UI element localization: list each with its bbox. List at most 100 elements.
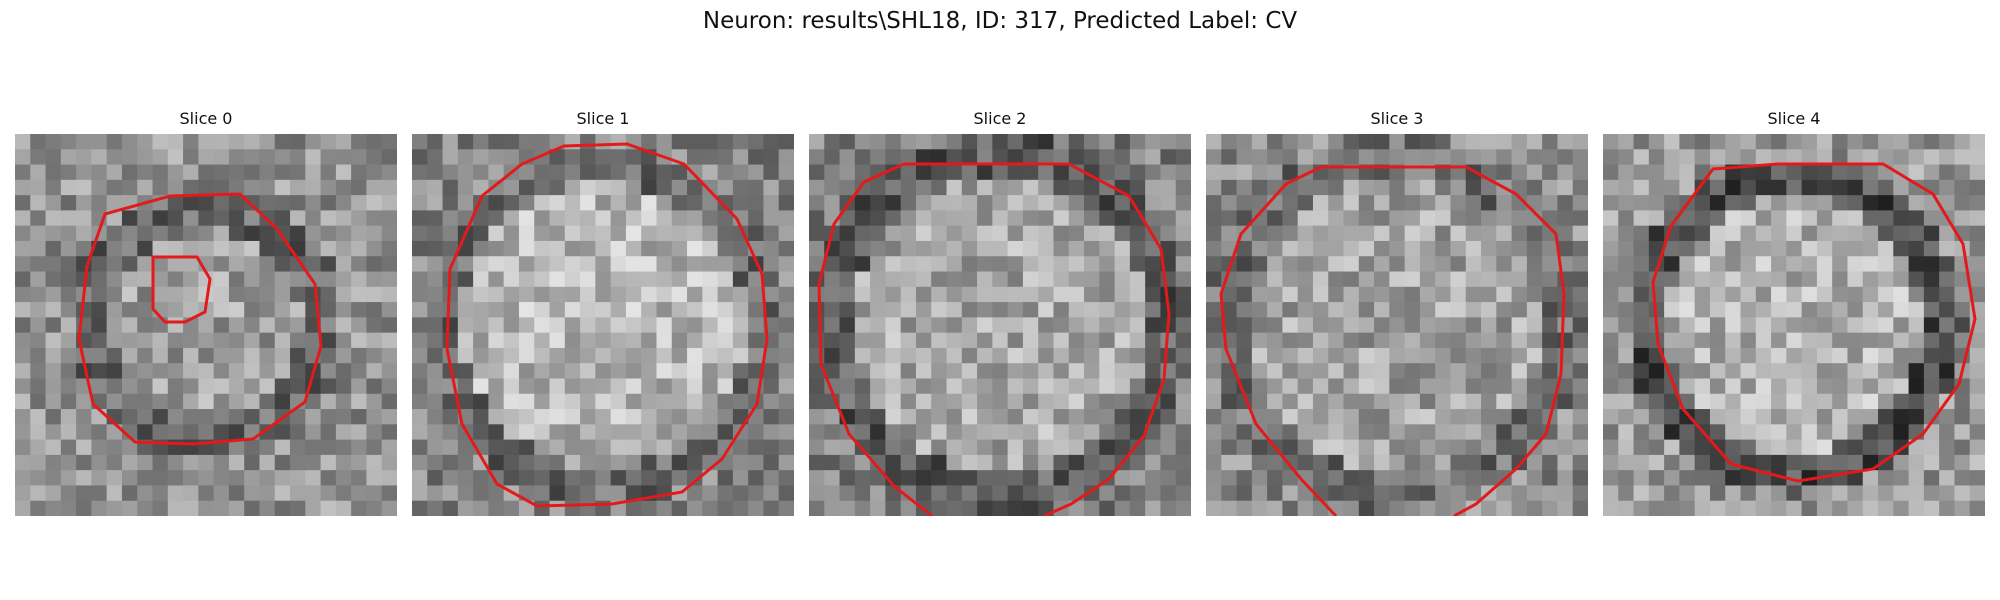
image-pixel <box>763 424 780 441</box>
image-pixel <box>274 317 291 334</box>
image-pixel <box>717 439 734 456</box>
image-pixel <box>1068 454 1085 471</box>
image-pixel <box>656 210 673 227</box>
image-pixel <box>228 164 245 181</box>
image-pixel <box>1297 225 1314 242</box>
image-pixel <box>977 210 993 227</box>
image-pixel <box>1129 332 1146 349</box>
image-pixel <box>1389 210 1406 227</box>
image-pixel <box>1526 164 1543 181</box>
image-pixel <box>1312 256 1329 273</box>
image-pixel <box>1526 485 1543 502</box>
image-pixel <box>1022 347 1039 364</box>
image-pixel <box>824 317 841 334</box>
image-pixel <box>1358 317 1375 334</box>
image-pixel <box>503 271 520 288</box>
image-pixel <box>137 500 154 516</box>
image-pixel <box>1694 439 1711 456</box>
image-pixel <box>900 302 917 318</box>
image-pixel <box>1954 210 1971 227</box>
image-pixel <box>1939 439 1956 456</box>
image-pixel <box>259 363 276 380</box>
image-pixel <box>1465 409 1482 425</box>
image-pixel <box>1694 179 1711 196</box>
image-pixel <box>1343 256 1360 273</box>
image-pixel <box>534 225 551 242</box>
image-pixel <box>1022 240 1039 257</box>
image-pixel <box>1679 149 1696 166</box>
image-pixel <box>992 164 1009 181</box>
image-pixel <box>1419 439 1436 456</box>
image-pixel <box>1969 363 1985 380</box>
image-pixel <box>915 470 932 487</box>
image-pixel <box>1312 195 1329 211</box>
image-pixel <box>1572 225 1588 242</box>
image-pixel <box>305 225 322 242</box>
image-pixel <box>1221 286 1238 303</box>
image-pixel <box>1435 210 1452 227</box>
image-pixel <box>824 164 841 181</box>
image-pixel <box>1542 179 1559 196</box>
image-pixel <box>1725 149 1742 166</box>
image-pixel <box>931 363 948 380</box>
image-pixel <box>1282 409 1299 425</box>
image-pixel <box>457 485 474 502</box>
image-pixel <box>992 286 1009 303</box>
image-pixel <box>366 195 383 211</box>
image-pixel <box>1465 393 1482 410</box>
image-pixel <box>473 149 489 166</box>
image-pixel <box>1939 302 1956 318</box>
image-pixel <box>1572 134 1588 150</box>
image-pixel <box>1419 179 1436 196</box>
image-pixel <box>977 424 993 441</box>
image-pixel <box>1465 439 1482 456</box>
image-pixel <box>1099 409 1116 425</box>
image-pixel <box>152 409 169 425</box>
image-pixel <box>625 179 642 196</box>
image-pixel <box>198 134 215 150</box>
image-pixel <box>946 363 963 380</box>
image-pixel <box>656 286 673 303</box>
image-pixel <box>412 271 428 288</box>
image-pixel <box>1084 439 1100 456</box>
image-pixel <box>1221 164 1238 181</box>
image-pixel <box>687 393 703 410</box>
image-pixel <box>167 164 184 181</box>
image-pixel <box>656 134 673 150</box>
image-pixel <box>1603 347 1619 364</box>
image-pixel <box>1358 500 1375 516</box>
image-pixel <box>1786 424 1803 441</box>
slice-image-1 <box>412 134 794 516</box>
image-pixel <box>1481 409 1497 425</box>
image-pixel <box>931 424 948 441</box>
image-pixel <box>1236 179 1253 196</box>
image-pixel <box>946 210 963 227</box>
image-pixel <box>1175 363 1191 380</box>
image-pixel <box>610 393 627 410</box>
image-pixel <box>1954 164 1971 181</box>
image-pixel <box>1725 332 1742 349</box>
image-pixel <box>106 378 123 395</box>
image-pixel <box>60 470 77 487</box>
image-pixel <box>915 271 932 288</box>
image-pixel <box>442 424 459 441</box>
image-pixel <box>534 347 551 364</box>
image-pixel <box>977 347 993 364</box>
image-pixel <box>1068 134 1085 150</box>
image-pixel <box>320 378 337 395</box>
image-pixel <box>1832 439 1849 456</box>
image-pixel <box>992 134 1009 150</box>
image-pixel <box>1129 317 1146 334</box>
image-pixel <box>580 454 596 471</box>
image-pixel <box>1267 378 1283 395</box>
image-pixel <box>1709 149 1726 166</box>
image-pixel <box>1236 424 1253 441</box>
image-pixel <box>1450 317 1467 334</box>
image-pixel <box>1358 347 1375 364</box>
image-pixel <box>656 164 673 181</box>
image-pixel <box>1755 500 1772 516</box>
image-pixel <box>1404 225 1421 242</box>
image-pixel <box>1450 179 1467 196</box>
image-pixel <box>534 454 551 471</box>
image-pixel <box>15 470 31 487</box>
